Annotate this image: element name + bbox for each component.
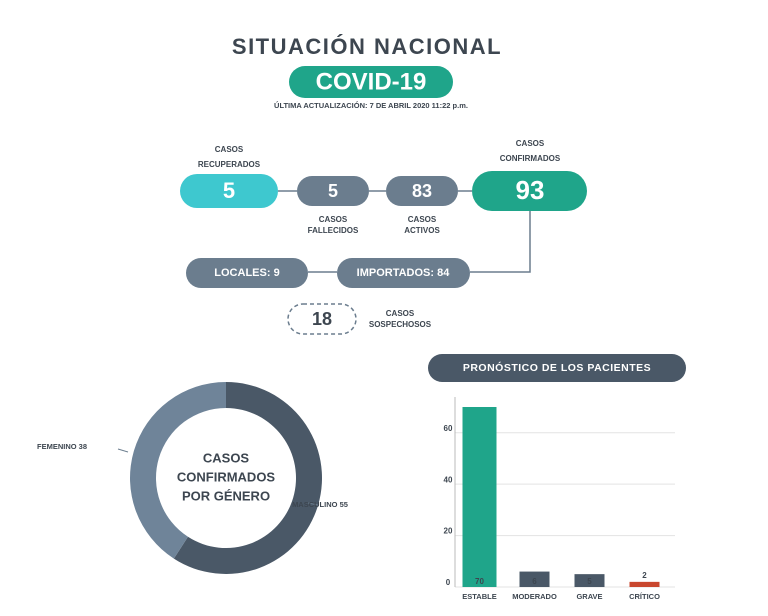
stat-pill [472,171,587,211]
value-label: 2 [642,571,647,580]
stat-label: ACTIVOS [404,226,440,235]
x-tick-label: ESTABLE [462,592,496,601]
chart-title-pill [428,354,686,382]
stat-value: 9 [274,267,280,279]
stat-value: 84 [437,267,450,279]
bar [519,571,550,587]
donut-title: CASOS [203,450,250,465]
subtitle-pill [289,66,453,98]
value: 38 [79,442,87,451]
updated: ÚLTIMA ACTUALIZACIÓN: 7 DE ABRIL 2020 11… [274,101,468,110]
stat-value: 18 [312,309,332,329]
stat-label: CASOS [408,215,437,224]
bar [574,574,605,587]
y-tick-label: 60 [444,424,453,433]
stat-value: 5 [328,181,338,201]
leader-line [117,448,129,453]
stat-value: 5 [223,178,235,203]
legend-label: FEMENINO 38 [37,442,87,451]
stat-label: SOSPECHOSOS [369,320,432,329]
stat-label: CONFIRMADOS [500,154,561,163]
category: FEMENINO [37,442,77,451]
stat-pill [297,176,369,206]
donut-segment [173,382,322,574]
stat-label: CASOS [215,145,244,154]
stat-value: 83 [412,181,432,201]
connector [278,190,531,273]
y-tick-label: 40 [444,475,453,484]
value-label: 70 [475,577,484,586]
bar [629,581,660,587]
stat-pill [180,174,278,208]
value-label: 6 [532,577,537,586]
stat-text: LOCALES: 9 [214,267,279,279]
legend-label: MASCULINO 55 [292,500,348,509]
stat-value: 93 [516,175,545,205]
stat-label: CASOS [516,139,545,148]
stat-label: LOCALES: [214,267,270,279]
donut-title: CONFIRMADOS [177,469,276,484]
stat-label: RECUPERADOS [198,160,261,169]
leader-line [307,502,319,506]
y-tick-label: 0 [446,578,451,587]
stat-pill [186,258,308,288]
y-tick-label: 20 [444,527,453,536]
donut-segment [129,382,226,559]
stat-label: CASOS [386,309,415,318]
title: SITUACIÓN NACIONAL [232,34,502,59]
bar [462,407,497,587]
stat-label: FALLECIDOS [308,226,359,235]
category: MASCULINO [292,500,338,509]
subtitle: COVID-19 [316,68,427,95]
x-tick-label: GRAVE [576,592,602,601]
x-tick-label: MODERADO [512,592,557,601]
value-label: 5 [587,577,592,586]
stat-label: IMPORTADOS: [357,267,434,279]
chart-title: PRONÓSTICO DE LOS PACIENTES [463,361,651,374]
donut-title: POR GÉNERO [182,488,270,503]
stat-pill [386,176,458,206]
x-tick-label: CRÍTICO [629,592,660,601]
stat-label: CASOS [319,215,348,224]
stat-text: IMPORTADOS: 84 [357,267,451,279]
value: 55 [340,500,348,509]
stat-pill [337,258,470,288]
